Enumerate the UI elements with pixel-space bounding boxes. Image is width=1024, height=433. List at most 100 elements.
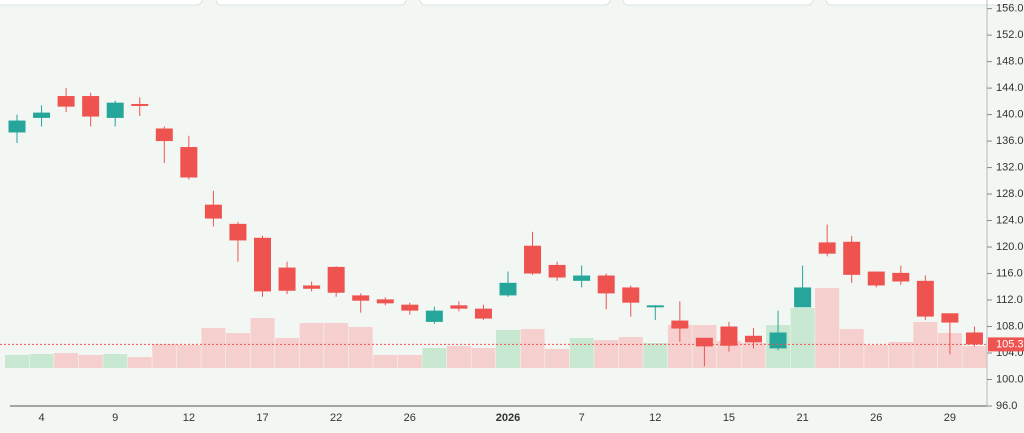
x-tick-label: 21: [796, 412, 808, 424]
volume-bar: [397, 355, 422, 368]
volume-bar: [790, 308, 815, 368]
volume-bar: [496, 330, 520, 368]
x-tick-label: 26: [404, 412, 416, 424]
volume-bar: [545, 349, 570, 368]
candle-body: [303, 285, 321, 289]
candle-body: [106, 102, 124, 118]
x-tick-label: 7: [579, 412, 585, 424]
y-tick-label: 112.0: [996, 294, 1023, 306]
candle-body: [82, 96, 100, 117]
volume-bar: [78, 355, 103, 368]
volume-bar: [888, 342, 913, 368]
card[interactable]: [622, 0, 814, 6]
candle-body: [229, 223, 247, 241]
candle-body: [818, 242, 836, 254]
volume-bar: [373, 355, 398, 368]
candle-body: [33, 112, 51, 118]
y-tick-label: 136.0: [996, 135, 1024, 147]
candle-body: [425, 310, 443, 322]
candle-body: [916, 280, 934, 317]
candle-body: [769, 332, 787, 349]
y-tick-label: 108.0: [996, 320, 1024, 332]
volume-bar: [446, 346, 471, 368]
last-price-label: 105.3: [996, 338, 1024, 350]
candle-body: [254, 237, 271, 292]
candle-body: [965, 332, 983, 345]
y-tick-label: 128.0: [996, 188, 1024, 200]
volume-bar: [225, 333, 250, 368]
y-tick-label: 144.0: [996, 82, 1024, 94]
y-tick-label: 116.0: [996, 267, 1023, 279]
x-tick-label: 9: [112, 412, 118, 424]
volume-bar: [299, 323, 324, 368]
candle-body: [524, 245, 542, 274]
volume-bar: [324, 323, 349, 368]
volume-bar: [643, 343, 668, 368]
x-tick-label: 22: [330, 412, 342, 424]
y-tick-label: 152.0: [996, 29, 1024, 41]
volume-bar: [864, 345, 889, 368]
candle-body: [155, 128, 173, 142]
volume-bar: [176, 345, 201, 368]
x-tick-label: 4: [38, 412, 44, 424]
candle-body: [548, 264, 566, 278]
candle-body: [8, 120, 26, 133]
y-tick-label: 140.0: [996, 108, 1024, 120]
volume-bar: [594, 340, 619, 368]
candle-body: [450, 305, 468, 309]
y-tick-label: 156.0: [996, 3, 1024, 15]
last-price-tag: [988, 337, 1024, 352]
candle-body: [204, 204, 222, 219]
y-tick-label: 148.0: [996, 56, 1024, 68]
candle-body: [278, 267, 296, 291]
candle-body: [622, 287, 640, 303]
candle-body: [794, 287, 812, 308]
x-tick-label: 2026: [496, 412, 520, 424]
card[interactable]: [0, 0, 203, 6]
candle-body: [843, 241, 861, 275]
volume-bar: [201, 328, 226, 368]
candle-body: [646, 305, 664, 308]
candle-body: [401, 304, 419, 311]
volume-bar: [520, 329, 545, 368]
x-tick-label: 29: [944, 412, 956, 424]
candle-body: [597, 275, 615, 294]
top-cards: [0, 0, 1013, 6]
x-tick-label: 15: [723, 412, 735, 424]
candle-body: [695, 337, 713, 347]
candle-body: [671, 320, 689, 329]
y-tick-label: 132.0: [996, 161, 1024, 173]
volume-bar: [471, 348, 496, 368]
x-tick-label: 17: [256, 412, 268, 424]
card[interactable]: [215, 0, 407, 6]
y-tick-label: 96.0: [996, 400, 1017, 412]
x-tick-label: 12: [649, 412, 661, 424]
volume-bar: [839, 329, 864, 368]
candle-body: [867, 271, 885, 286]
volume-bar: [5, 355, 29, 368]
y-tick-label: 100.0: [996, 373, 1024, 385]
volume-bar: [913, 322, 938, 368]
card[interactable]: [419, 0, 611, 6]
volume-bar: [127, 357, 152, 368]
candle-body: [180, 147, 198, 178]
candle-body: [499, 282, 517, 296]
candle-body: [720, 326, 738, 346]
card[interactable]: [825, 0, 1013, 6]
volume-bar: [618, 337, 643, 368]
volume-bar: [815, 288, 840, 368]
candle-body: [573, 275, 591, 281]
volume-bar: [54, 353, 79, 368]
x-tick-label: 26: [870, 412, 882, 424]
candle-body: [745, 335, 762, 343]
candle-body: [941, 313, 959, 323]
candle-body: [57, 96, 75, 107]
volume-bar: [962, 346, 987, 368]
volume-bar: [152, 344, 177, 368]
candle-body: [474, 308, 492, 319]
volume-bar: [422, 348, 447, 368]
volume-bar: [250, 318, 275, 368]
candle-body: [376, 299, 394, 304]
volume-bar: [29, 354, 54, 368]
